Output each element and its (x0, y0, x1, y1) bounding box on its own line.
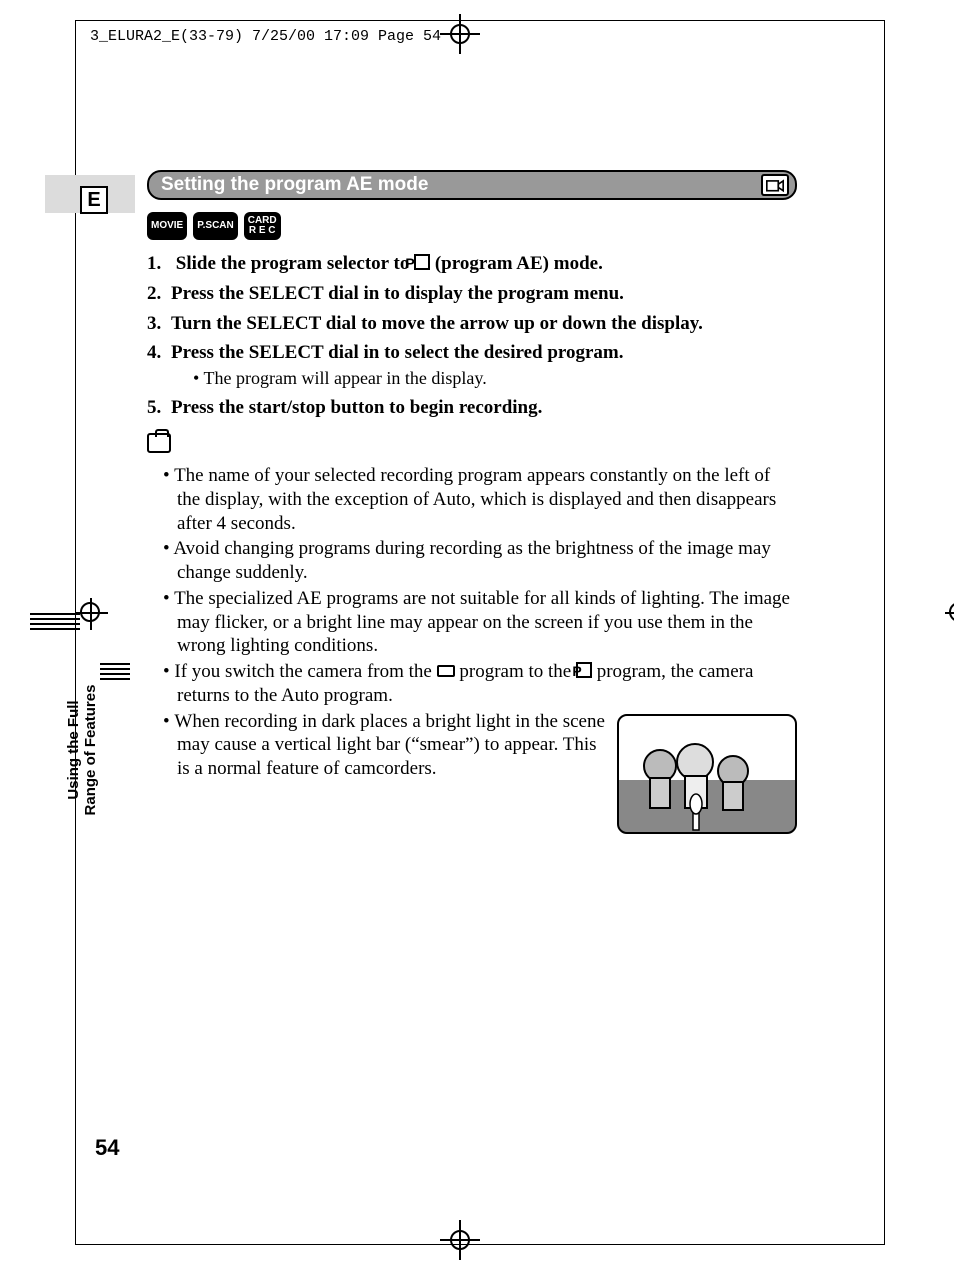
step-2: 2.Press the SELECT dial in to display th… (147, 282, 797, 306)
pscan-chip: P.SCAN (193, 212, 238, 240)
mode-chips-row: MOVIE P.SCAN CARD R E C (147, 212, 281, 240)
step-5: 5.Press the start/stop button to begin r… (147, 396, 797, 420)
note-3: The specialized AE programs are not suit… (147, 587, 797, 658)
crop-mark-top (440, 14, 480, 54)
movie-chip: MOVIE (147, 212, 187, 240)
main-content: 1. Slide the program selector to P (prog… (147, 252, 797, 834)
step-4-sub: The program will appear in the display. (171, 367, 797, 390)
section-side-label: Using the Full Range of Features (65, 670, 99, 830)
step-1a: Slide the program selector to (176, 253, 410, 274)
camera-icon (761, 174, 789, 196)
step-4: 4.Press the SELECT dial in to select the… (147, 341, 797, 389)
crop-mark-bottom (440, 1220, 480, 1260)
card-rec-chip: CARD R E C (244, 212, 281, 240)
p-symbol-icon-2: P (576, 662, 592, 678)
card-chip-bottom: R E C (249, 226, 276, 236)
step-1b: (program AE) mode. (435, 253, 603, 274)
crop-mark-left (30, 610, 80, 633)
step-1: 1. Slide the program selector to P (prog… (147, 252, 797, 276)
print-header-meta: 3_ELURA2_E(33-79) 7/25/00 17:09 Page 54 (90, 28, 441, 45)
note-1: The name of your selected recording prog… (147, 464, 797, 535)
note-5: When recording in dark places a bright l… (147, 710, 797, 781)
note-2: Avoid changing programs during recording… (147, 537, 797, 585)
note-icon (147, 433, 171, 453)
page-number: 54 (95, 1135, 119, 1161)
smear-illustration (617, 714, 797, 834)
side-decor-lines (100, 660, 130, 683)
step-3: 3.Turn the SELECT dial to move the arrow… (147, 312, 797, 336)
p-symbol-icon: P (414, 254, 430, 270)
notes-block: The name of your selected recording prog… (147, 464, 797, 781)
section-heading: Setting the program AE mode (147, 170, 797, 200)
side-label-line1: Using the Full (65, 700, 82, 799)
side-label-line2: Range of Features (82, 670, 99, 830)
section-heading-text: Setting the program AE mode (161, 174, 428, 196)
auto-box-icon (437, 665, 455, 677)
note-4: If you switch the camera from the progra… (147, 660, 797, 708)
language-indicator: E (80, 186, 108, 214)
